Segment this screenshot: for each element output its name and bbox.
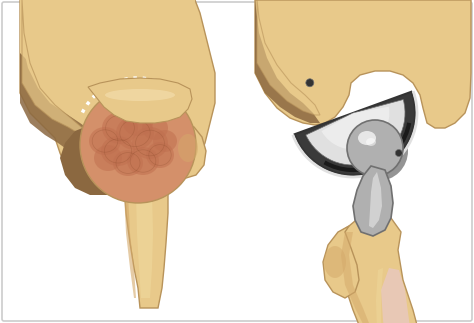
Circle shape — [80, 87, 196, 203]
Ellipse shape — [153, 130, 177, 152]
Polygon shape — [338, 212, 425, 323]
Ellipse shape — [94, 145, 122, 171]
Polygon shape — [353, 166, 393, 236]
Circle shape — [395, 150, 402, 157]
Ellipse shape — [123, 110, 153, 136]
Polygon shape — [369, 172, 382, 228]
Ellipse shape — [116, 116, 154, 150]
Polygon shape — [255, 0, 320, 123]
Ellipse shape — [324, 246, 346, 278]
Polygon shape — [20, 0, 112, 185]
Circle shape — [348, 121, 408, 181]
Polygon shape — [124, 151, 168, 308]
Polygon shape — [60, 125, 130, 195]
Circle shape — [306, 79, 314, 87]
Ellipse shape — [102, 112, 138, 144]
Polygon shape — [323, 226, 359, 298]
Ellipse shape — [142, 116, 168, 140]
Polygon shape — [20, 0, 195, 73]
Polygon shape — [376, 268, 387, 323]
Polygon shape — [124, 158, 136, 298]
Polygon shape — [20, 0, 215, 185]
Polygon shape — [118, 155, 172, 205]
Polygon shape — [136, 158, 153, 298]
Circle shape — [347, 120, 403, 176]
Ellipse shape — [127, 147, 159, 175]
Polygon shape — [257, 0, 320, 115]
Polygon shape — [22, 0, 112, 183]
Wedge shape — [306, 99, 405, 165]
Polygon shape — [341, 232, 371, 323]
FancyBboxPatch shape — [2, 2, 472, 321]
Polygon shape — [255, 0, 471, 128]
Ellipse shape — [101, 136, 135, 166]
Ellipse shape — [132, 127, 168, 159]
Polygon shape — [381, 268, 415, 323]
Polygon shape — [88, 78, 192, 123]
Ellipse shape — [366, 138, 376, 146]
Polygon shape — [158, 123, 206, 178]
Ellipse shape — [178, 134, 198, 162]
Ellipse shape — [358, 131, 376, 145]
Ellipse shape — [113, 150, 143, 176]
Wedge shape — [295, 92, 415, 175]
Ellipse shape — [105, 89, 175, 101]
Wedge shape — [321, 107, 390, 150]
Ellipse shape — [146, 142, 174, 168]
Ellipse shape — [89, 127, 121, 155]
